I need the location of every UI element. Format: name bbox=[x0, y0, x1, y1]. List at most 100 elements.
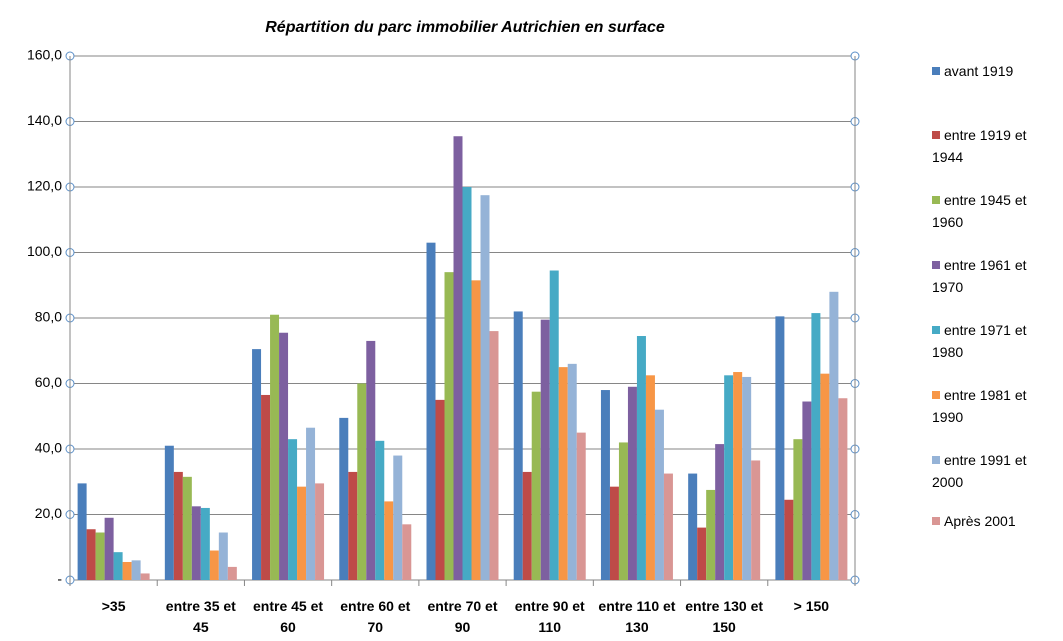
x-tick-label: entre 35 et 45 bbox=[165, 598, 236, 635]
bar bbox=[393, 455, 403, 580]
bar bbox=[339, 417, 349, 580]
legend-entry: entre 1919 et 1944 bbox=[932, 124, 1060, 168]
legend-entry: entre 1971 et 1980 bbox=[932, 319, 1060, 363]
legend-swatch bbox=[932, 261, 940, 269]
legend-entry: entre 1991 et 2000 bbox=[932, 449, 1060, 493]
legend-label: entre 1971 et 1980 bbox=[932, 322, 1027, 360]
bar bbox=[140, 573, 150, 580]
bar bbox=[209, 550, 219, 580]
bar bbox=[453, 136, 463, 581]
bar bbox=[829, 291, 839, 580]
x-tick-label: entre 90 et 110 bbox=[514, 598, 585, 635]
bar bbox=[654, 409, 664, 580]
bar bbox=[173, 471, 183, 580]
legend-swatch bbox=[932, 456, 940, 464]
bar bbox=[480, 195, 490, 580]
bar bbox=[315, 483, 325, 580]
x-tick-label: entre 45 et 60 bbox=[253, 598, 324, 635]
bar bbox=[306, 427, 316, 580]
bar bbox=[384, 501, 394, 580]
y-tick-label: 120,0 bbox=[27, 178, 62, 194]
bar bbox=[715, 444, 725, 580]
bar bbox=[86, 529, 96, 580]
bar bbox=[261, 394, 271, 580]
legend-entry: entre 1981 et 1990 bbox=[932, 384, 1060, 428]
x-tick-label: entre 110 et 130 bbox=[598, 598, 676, 635]
legend-label: entre 1961 et 1970 bbox=[932, 257, 1027, 295]
bar bbox=[663, 473, 673, 580]
bar bbox=[576, 432, 586, 580]
x-tick-label: > 150 bbox=[793, 598, 830, 614]
legend-label: entre 1981 et 1990 bbox=[932, 387, 1027, 425]
bar bbox=[811, 313, 821, 580]
bar bbox=[531, 391, 541, 580]
bar bbox=[348, 471, 358, 580]
bar bbox=[567, 363, 577, 580]
bar bbox=[131, 560, 141, 580]
bar bbox=[802, 401, 812, 580]
x-tick-label: entre 70 et 90 bbox=[427, 598, 498, 635]
bar bbox=[549, 270, 559, 580]
y-tick-label: 40,0 bbox=[35, 440, 62, 456]
bar bbox=[724, 375, 734, 580]
bar bbox=[793, 439, 803, 580]
legend-label: entre 1919 et 1944 bbox=[932, 127, 1027, 165]
x-tick-label: entre 130 et 150 bbox=[685, 598, 764, 635]
legend-label: entre 1945 et 1960 bbox=[932, 192, 1027, 230]
bar bbox=[558, 367, 568, 580]
bar bbox=[297, 486, 307, 580]
bar bbox=[462, 187, 472, 580]
bar bbox=[784, 499, 794, 580]
chart-title: Répartition du parc immobilier Autrichie… bbox=[265, 19, 665, 36]
legend-swatch bbox=[932, 131, 940, 139]
bar bbox=[227, 566, 237, 580]
bar bbox=[742, 376, 752, 580]
bar bbox=[77, 483, 87, 580]
y-tick-label: - bbox=[57, 571, 62, 587]
bar bbox=[164, 445, 174, 580]
bar bbox=[609, 486, 619, 580]
legend-entry: Après 2001 bbox=[932, 510, 1060, 532]
legend-swatch bbox=[932, 391, 940, 399]
bar bbox=[435, 399, 445, 580]
bar bbox=[200, 507, 210, 580]
bar bbox=[489, 331, 499, 580]
x-tick-label: entre 60 et 70 bbox=[340, 598, 411, 635]
y-tick-label: 100,0 bbox=[27, 243, 62, 259]
bar bbox=[357, 383, 367, 580]
legend-entry: avant 1919 bbox=[932, 60, 1060, 82]
bar bbox=[288, 439, 298, 580]
bar bbox=[252, 349, 262, 580]
bar bbox=[838, 398, 848, 580]
bar bbox=[697, 527, 707, 580]
bar bbox=[513, 311, 523, 580]
bar bbox=[775, 316, 785, 580]
bar bbox=[733, 372, 743, 580]
bar bbox=[706, 489, 716, 580]
bar bbox=[270, 314, 280, 580]
y-tick-label: 80,0 bbox=[35, 309, 62, 325]
bar bbox=[104, 517, 114, 580]
bar bbox=[113, 552, 123, 580]
legend-entry: entre 1961 et 1970 bbox=[932, 254, 1060, 298]
legend-label: entre 1991 et 2000 bbox=[932, 452, 1027, 490]
bar bbox=[191, 506, 201, 580]
legend-entry: entre 1945 et 1960 bbox=[932, 189, 1060, 233]
bar bbox=[122, 561, 132, 580]
bar bbox=[522, 471, 532, 580]
bar bbox=[751, 460, 761, 580]
y-tick-label: 160,0 bbox=[27, 47, 62, 63]
bar bbox=[820, 373, 830, 580]
bar bbox=[218, 532, 228, 580]
legend-label: Après 2001 bbox=[944, 513, 1016, 529]
bar bbox=[600, 390, 610, 580]
legend-swatch bbox=[932, 326, 940, 334]
y-tick-label: 140,0 bbox=[27, 112, 62, 128]
legend-swatch bbox=[932, 67, 940, 75]
legend-swatch bbox=[932, 196, 940, 204]
bar bbox=[444, 272, 454, 580]
bar bbox=[540, 319, 550, 580]
bar bbox=[471, 280, 481, 580]
